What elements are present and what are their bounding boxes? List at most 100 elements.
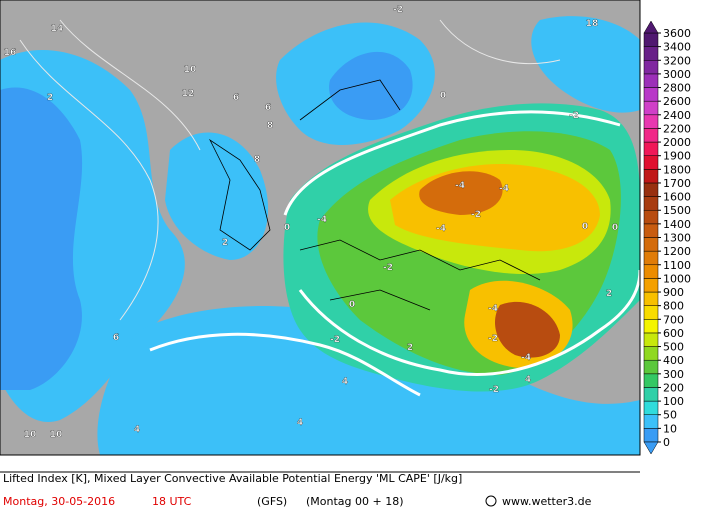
date: Montag, 30-05-2016 — [3, 495, 115, 508]
li-region — [531, 16, 640, 113]
legend-swatch — [643, 332, 659, 347]
legend-swatch — [643, 400, 659, 415]
legend-swatch — [643, 155, 659, 170]
contour-label: 4 — [134, 425, 140, 435]
legend-swatch — [643, 305, 659, 320]
legend-swatch — [643, 141, 659, 156]
contour-label: 4 — [297, 418, 303, 428]
legend-low-arrow — [643, 441, 659, 455]
contour-line — [298, 269, 642, 376]
legend-swatch — [643, 114, 659, 129]
credit: www.wetter3.de — [502, 495, 592, 508]
map-title: Lifted Index [K], Mixed Layer Convective… — [3, 472, 462, 485]
contour-label: 0 — [349, 300, 355, 310]
contour-line — [439, 19, 561, 65]
legend-label: 300 — [663, 368, 684, 381]
contour-label: 8 — [267, 121, 273, 131]
contour-label: 10 — [50, 430, 63, 440]
legend-swatch — [643, 46, 659, 61]
legend-swatch — [643, 414, 659, 429]
legend-label: 2800 — [663, 82, 691, 95]
contour-label: -2 — [488, 334, 498, 344]
legend-swatch — [643, 278, 659, 293]
legend-swatch — [643, 291, 659, 306]
contour-label: 8 — [254, 155, 260, 165]
legend-label: 50 — [663, 409, 677, 422]
legend-label: 700 — [663, 313, 684, 326]
legend-label: 1400 — [663, 218, 691, 231]
legend-label: 1200 — [663, 245, 691, 258]
legend-label: 10 — [663, 422, 677, 435]
contour-label: -2 — [330, 335, 340, 345]
legend-label: 600 — [663, 327, 684, 340]
legend-swatch — [643, 73, 659, 88]
legend-swatch — [643, 60, 659, 75]
time: 18 UTC — [152, 495, 192, 508]
contour-label: 4 — [342, 377, 348, 387]
legend-label: 2400 — [663, 109, 691, 122]
cape-region — [419, 171, 503, 215]
border — [299, 79, 541, 311]
contour-label: 6 — [113, 333, 119, 343]
contour-label: -2 — [569, 111, 579, 121]
legend-label: 1300 — [663, 232, 691, 245]
contour-label: 14 — [51, 24, 64, 34]
contour-label: 10 — [24, 430, 37, 440]
legend-swatch — [643, 196, 659, 211]
legend-swatch — [643, 319, 659, 334]
legend-swatch — [643, 169, 659, 184]
contour-label: 0 — [284, 223, 290, 233]
contour-label: 4 — [525, 375, 531, 385]
legend-label: 2600 — [663, 95, 691, 108]
legend-swatch — [643, 346, 659, 361]
map-frame — [0, 0, 641, 456]
legend-label: 3400 — [663, 41, 691, 54]
run: (Montag 00 + 18) — [306, 495, 404, 508]
coastline — [208, 138, 271, 251]
contour-label: -2 — [393, 5, 403, 15]
contour-label: 12 — [182, 89, 195, 99]
contour-label: 2 — [606, 289, 612, 299]
legend-label: 900 — [663, 286, 684, 299]
contour-label: 6 — [233, 93, 239, 103]
contour-label: 6 — [265, 103, 271, 113]
legend-label: 100 — [663, 395, 684, 408]
legend-swatch — [643, 182, 659, 197]
legend-label: 800 — [663, 300, 684, 313]
contour-label: -4 — [521, 353, 531, 363]
legend-swatch — [643, 87, 659, 102]
contour-label: 2 — [407, 343, 413, 353]
legend-swatch — [643, 250, 659, 266]
contour-label: -4 — [499, 184, 509, 194]
contour-label: 0 — [612, 223, 618, 233]
legend-label: 500 — [663, 341, 684, 354]
legend-label: 1500 — [663, 204, 691, 217]
color-legend: 0105010020030040050060070080090010001100… — [643, 20, 691, 455]
legend-label: 200 — [663, 381, 684, 394]
model: (GFS) — [257, 495, 287, 508]
contour-label: 0 — [582, 222, 588, 232]
contour-label: -4 — [436, 224, 446, 234]
li-region — [97, 306, 641, 455]
cape-region — [495, 301, 560, 358]
legend-swatch — [643, 223, 659, 238]
contour-label: -2 — [471, 210, 481, 220]
contour-label: -2 — [489, 385, 499, 395]
li-region — [329, 51, 413, 120]
contour-label: -4 — [455, 181, 465, 191]
legend-swatch — [643, 359, 659, 375]
legend-label: 1000 — [663, 272, 691, 285]
legend-swatch — [643, 264, 659, 279]
contour-label: 16 — [4, 48, 17, 58]
contour-line — [283, 110, 621, 216]
legend-swatch — [643, 387, 659, 402]
legend-swatch — [643, 373, 659, 388]
map-area: -2 -2 -4 -4 -4 -2 -2 -4 -4 -2 -2 0 0 2 2 4 4 6 6 8 10 10 12 14 1… — [0, 0, 642, 456]
li-region — [165, 132, 269, 260]
legend-label: 0 — [663, 436, 670, 449]
contour-line — [59, 19, 201, 151]
legend-label: 1700 — [663, 177, 691, 190]
contour-label: -4 — [317, 215, 327, 225]
